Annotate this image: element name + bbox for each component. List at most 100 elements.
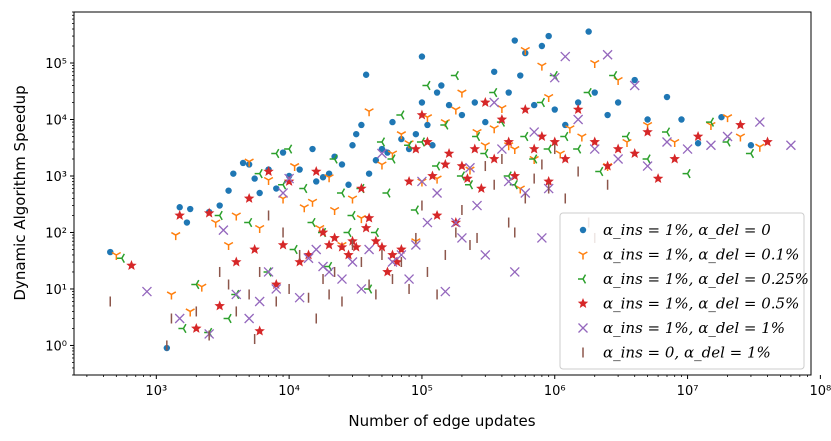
data-point — [370, 235, 382, 246]
data-point — [692, 131, 704, 141]
data-point — [343, 249, 354, 260]
data-point — [230, 170, 237, 177]
data-point — [456, 171, 466, 181]
series-5 — [141, 49, 796, 339]
data-point — [271, 284, 282, 294]
data-point — [432, 188, 443, 198]
data-point — [530, 101, 538, 109]
data-point — [549, 136, 560, 147]
data-point — [347, 195, 358, 204]
data-point — [263, 176, 274, 185]
data-point — [273, 185, 280, 192]
data-point — [389, 118, 396, 126]
data-point — [755, 143, 765, 152]
data-point — [560, 153, 571, 164]
data-point — [762, 136, 773, 147]
data-point — [216, 202, 223, 209]
data-point — [356, 284, 367, 294]
data-point — [231, 212, 241, 221]
data-point — [604, 111, 611, 119]
data-point — [520, 46, 531, 55]
data-point — [223, 241, 234, 251]
data-point — [289, 162, 300, 172]
data-point — [376, 241, 388, 252]
x-tick-label: 10⁵ — [411, 384, 433, 399]
data-point — [214, 210, 223, 221]
data-point — [785, 140, 796, 151]
data-point — [520, 188, 531, 198]
data-point — [440, 286, 451, 297]
data-point — [509, 267, 520, 277]
data-point — [458, 111, 466, 119]
legend-marker — [577, 298, 589, 308]
data-point — [244, 158, 254, 167]
data-point — [422, 80, 431, 91]
data-point — [549, 72, 560, 83]
data-point — [503, 136, 514, 147]
data-point — [528, 143, 540, 154]
legend-marker — [578, 274, 587, 284]
data-point — [289, 244, 298, 255]
data-point — [503, 171, 512, 181]
data-point — [244, 217, 253, 228]
data-point — [682, 168, 691, 179]
y-tick-label: 10⁵ — [45, 57, 67, 72]
data-point — [329, 154, 338, 164]
data-point — [191, 322, 202, 333]
data-point — [396, 243, 407, 254]
data-point — [612, 143, 624, 154]
data-point — [347, 210, 356, 221]
data-point — [515, 185, 525, 194]
data-point — [573, 144, 582, 154]
y-axis-label: Dynamic Algorithm Speedup — [11, 85, 29, 300]
data-point — [254, 168, 263, 179]
data-point — [509, 170, 520, 181]
data-point — [396, 110, 405, 120]
data-point — [174, 209, 185, 220]
data-point — [480, 97, 491, 107]
data-point — [244, 313, 255, 324]
data-point — [396, 250, 407, 260]
data-point — [520, 131, 529, 142]
data-point — [176, 204, 183, 211]
data-point — [284, 144, 293, 154]
data-point — [560, 131, 569, 142]
data-point — [510, 145, 520, 155]
data-point — [440, 120, 449, 130]
data-point — [642, 126, 653, 137]
data-point — [418, 53, 426, 60]
data-point — [735, 119, 746, 130]
data-point — [141, 286, 152, 297]
data-point — [166, 291, 177, 300]
data-point — [185, 308, 195, 317]
data-point — [745, 148, 755, 159]
data-point — [602, 160, 613, 171]
data-point — [370, 227, 380, 238]
data-point — [218, 225, 229, 236]
data-point — [364, 108, 374, 117]
data-point — [382, 266, 393, 277]
data-point — [517, 72, 524, 79]
legend-entry: α_ins = 1%, α_del = 1% — [578, 319, 785, 337]
data-point — [718, 113, 725, 121]
data-point — [187, 205, 194, 213]
legend-frame — [559, 212, 805, 370]
data-point — [480, 250, 491, 260]
data-point — [170, 231, 181, 241]
data-point — [438, 82, 445, 89]
data-point — [319, 174, 327, 181]
data-point — [622, 138, 632, 147]
data-point — [669, 153, 680, 164]
data-point — [313, 178, 320, 185]
data-point — [416, 176, 427, 187]
data-point — [378, 145, 386, 153]
legend-label: α_ins = 0, α_del = 1% — [603, 344, 771, 362]
data-point — [178, 323, 187, 334]
data-point — [360, 222, 372, 233]
data-point — [496, 144, 507, 155]
data-point — [203, 207, 215, 218]
y-tick-label: 10³ — [45, 170, 67, 185]
data-point — [462, 173, 473, 184]
data-point — [595, 166, 604, 177]
